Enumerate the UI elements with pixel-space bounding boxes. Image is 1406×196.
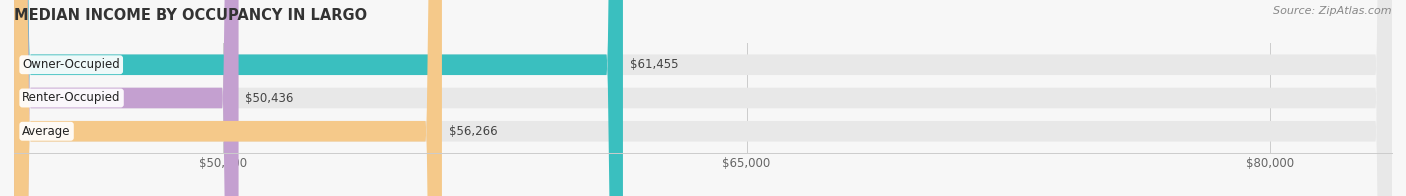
FancyBboxPatch shape: [14, 0, 1392, 196]
Text: $50,436: $50,436: [246, 92, 294, 104]
Text: MEDIAN INCOME BY OCCUPANCY IN LARGO: MEDIAN INCOME BY OCCUPANCY IN LARGO: [14, 8, 367, 23]
Text: $56,266: $56,266: [449, 125, 498, 138]
Text: Source: ZipAtlas.com: Source: ZipAtlas.com: [1274, 6, 1392, 16]
Text: $61,455: $61,455: [630, 58, 678, 71]
FancyBboxPatch shape: [14, 0, 623, 196]
FancyBboxPatch shape: [14, 0, 1392, 196]
FancyBboxPatch shape: [14, 0, 239, 196]
Text: Owner-Occupied: Owner-Occupied: [22, 58, 120, 71]
FancyBboxPatch shape: [14, 0, 441, 196]
FancyBboxPatch shape: [14, 0, 1392, 196]
Text: Renter-Occupied: Renter-Occupied: [22, 92, 121, 104]
Text: Average: Average: [22, 125, 70, 138]
